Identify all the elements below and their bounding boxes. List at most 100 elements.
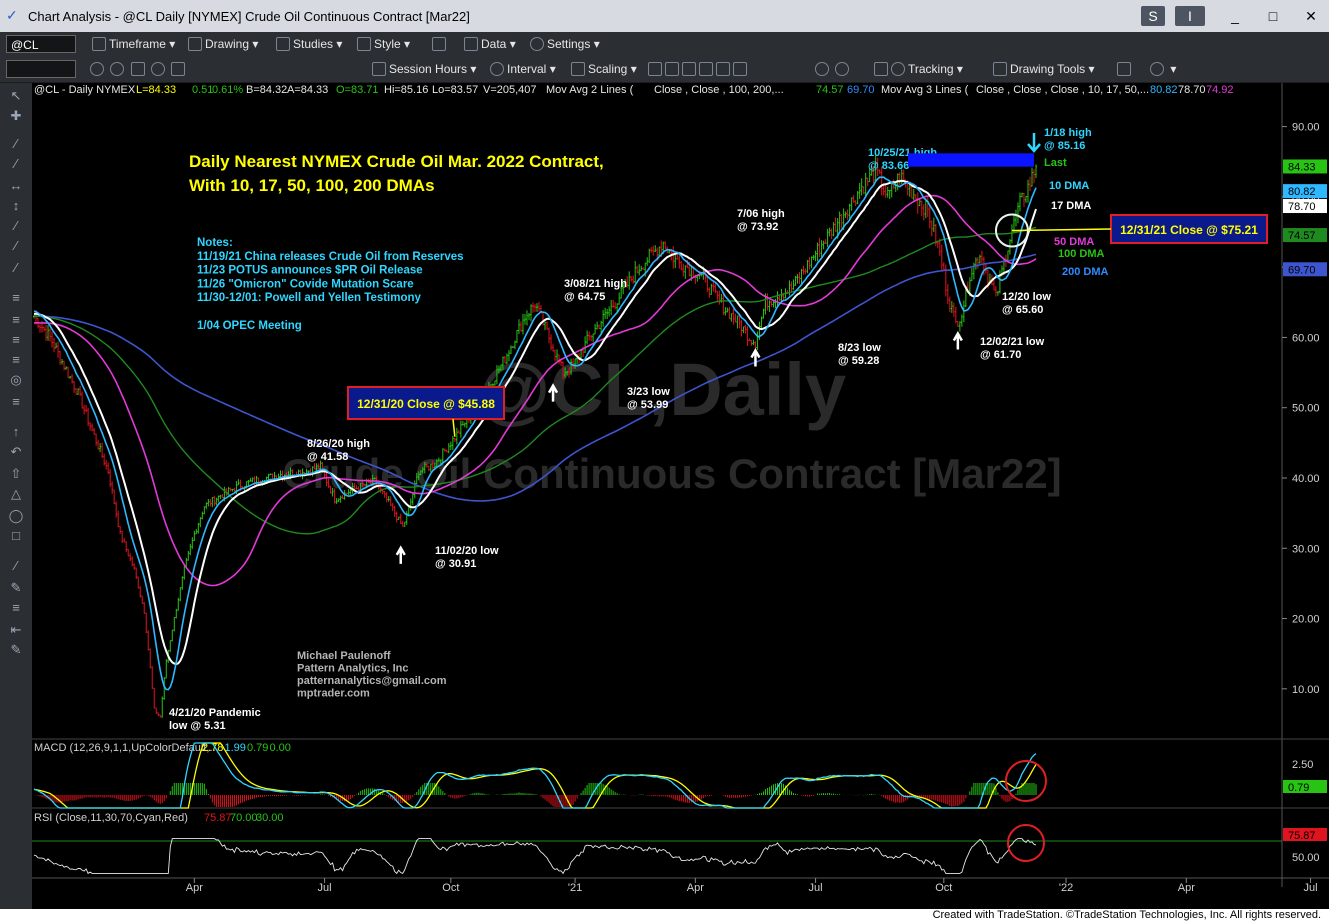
annotation-label: 7/06 high [737, 208, 785, 220]
triangle-tool-icon[interactable]: △ [11, 486, 21, 501]
zoom-in-icon [815, 62, 829, 76]
scaling-menu[interactable]: Scaling ▾ [571, 62, 637, 76]
pointer-icon[interactable]: ↖ [10, 88, 22, 103]
note-line: 11/30-12/01: Powell and Yellen Testimony [197, 292, 422, 304]
info-line-field: A=84.33 [287, 84, 328, 96]
ohlc-icon [733, 62, 747, 76]
fib-retracement-icon[interactable]: ≡ [12, 290, 20, 305]
watermark-name: Crude Oil Continuous Contract [Mar22] [282, 450, 1061, 497]
interval-input[interactable] [6, 60, 76, 78]
interval-menu[interactable]: Interval ▾ [490, 62, 556, 76]
zoom-tools[interactable] [90, 62, 188, 76]
price-badge [1283, 159, 1327, 174]
rectangle-tool-icon[interactable]: □ [12, 528, 20, 543]
gann-icon[interactable]: ∕ [14, 260, 18, 275]
chart-type-buttons[interactable] [648, 62, 750, 76]
annotation-label: @ 41.58 [307, 451, 348, 463]
andrews-pitchfork-icon[interactable]: ≡ [12, 394, 20, 409]
i-button[interactable]: I [1175, 6, 1205, 26]
horizontal-line-icon[interactable]: ↔ [9, 178, 23, 193]
symbol-input[interactable]: @CL [6, 35, 76, 53]
refresh-icon [151, 62, 166, 76]
session-icon [372, 62, 386, 76]
annotation-label: 10 DMA [1049, 180, 1089, 192]
channel-icon[interactable]: ∕ [14, 218, 18, 233]
annotation-label: @ 65.60 [1002, 304, 1043, 316]
dma-17-line [33, 179, 1037, 666]
annotation-label: 3/08/21 high [564, 278, 627, 290]
fib-time-icon[interactable]: ≡ [12, 332, 20, 347]
fib-fan-icon[interactable]: ≡ [12, 352, 20, 367]
y-tick-label: 60.00 [1292, 332, 1320, 344]
annotation-label: @ 59.28 [838, 355, 879, 367]
style-menu[interactable]: Style ▾ [357, 37, 410, 51]
price-badge [1283, 199, 1327, 214]
arrow-up-tool-icon[interactable]: ↑ [12, 424, 20, 439]
arrow-tool-icon[interactable]: ⇧ [10, 466, 22, 481]
zoom-out-icon [835, 62, 850, 76]
fib-extension-icon[interactable]: ≡ [12, 312, 20, 327]
drawing-menu[interactable]: Drawing ▾ [188, 37, 258, 51]
align-left-tool-icon[interactable]: ⇤ [10, 622, 22, 637]
price-badge-label: 78.70 [1288, 201, 1316, 213]
fib-circle-icon[interactable]: ◎ [10, 372, 22, 387]
macd-value: 0.00 [270, 742, 291, 754]
rsi-value: 70.00 [230, 812, 258, 824]
price-badge [1283, 184, 1327, 199]
drawing-tools-menu[interactable]: Drawing Tools ▾ [993, 62, 1095, 76]
tracking-menu[interactable]: Tracking ▾ [874, 62, 963, 76]
data-menu[interactable]: Data ▾ [464, 37, 516, 51]
annotation-label: @ 64.75 [564, 291, 605, 303]
zoom-icon [90, 62, 104, 76]
highlight-tool-icon[interactable]: ✎ [10, 642, 22, 657]
watermark-symbol: @CL,Daily [478, 348, 846, 431]
minimize-button[interactable]: _ [1231, 8, 1239, 24]
price-badge-label: 84.33 [1288, 161, 1316, 173]
flask-icon [276, 37, 290, 51]
ray-icon[interactable]: ∕ [14, 156, 18, 171]
macd-line [33, 742, 1037, 809]
price-chart[interactable]: @CL,Daily Crude Oil Continuous Contract [… [32, 83, 1329, 909]
y-tick-label: 20.00 [1292, 614, 1320, 626]
info-line-field: B=84.32 [246, 84, 287, 96]
drawing-label: Drawing [205, 37, 250, 51]
ellipse-tool-icon[interactable]: ◯ [8, 508, 24, 523]
interval-label: Interval [507, 62, 547, 76]
eraser-tool-icon[interactable]: ✎ [10, 580, 22, 595]
timeframe-menu[interactable]: Timeframe ▾ [92, 37, 175, 51]
arc-tool-icon[interactable]: ↶ [10, 444, 22, 459]
crosshair-tool-icon[interactable]: ✚ [10, 108, 22, 123]
pen-tool-icon[interactable]: ∕ [14, 558, 18, 573]
x-tick-label: Jul [809, 882, 823, 894]
timeframe-label: Timeframe [109, 37, 166, 51]
regression-icon[interactable]: ∕ [14, 238, 18, 253]
x-tick-label: '21 [568, 882, 582, 894]
scaling-label: Scaling [588, 62, 628, 76]
drawing-tools-label: Drawing Tools [1010, 62, 1086, 76]
annotation-label: 1/18 high [1044, 127, 1092, 139]
layout-square-icon [432, 37, 446, 51]
layout-icon[interactable] [432, 37, 449, 51]
close-button[interactable]: ✕ [1305, 8, 1317, 24]
export-button[interactable] [1117, 62, 1134, 76]
dma-10-line [33, 176, 1037, 691]
app-logo-icon: ✓ [6, 7, 18, 23]
note-line: 1/04 OPEC Meeting [197, 320, 302, 332]
trendline-icon[interactable]: ∕ [14, 136, 18, 151]
chart-title: Daily Nearest NYMEX Crude Oil Mar. 2022 … [189, 152, 604, 171]
x-tick-label: Oct [442, 882, 459, 894]
cloud-button[interactable]: ▾ [1150, 62, 1176, 76]
s-button[interactable]: S [1141, 6, 1165, 26]
session-hours-menu[interactable]: Session Hours ▾ [372, 62, 476, 76]
text-tool-icon[interactable]: ≡ [12, 600, 20, 615]
settings-menu[interactable]: Settings ▾ [530, 37, 600, 51]
tracking-label: Tracking [908, 62, 954, 76]
maximize-button[interactable]: □ [1268, 8, 1278, 24]
info-line-field: L=84.33 [136, 84, 176, 96]
macd-badge [1283, 780, 1327, 793]
zoom-buttons[interactable] [815, 62, 852, 76]
studies-menu[interactable]: Studies ▾ [276, 37, 342, 51]
vertical-line-icon[interactable]: ↕ [12, 198, 20, 213]
rsi-value: 75.87 [204, 812, 232, 824]
studies-label: Studies [293, 37, 334, 51]
